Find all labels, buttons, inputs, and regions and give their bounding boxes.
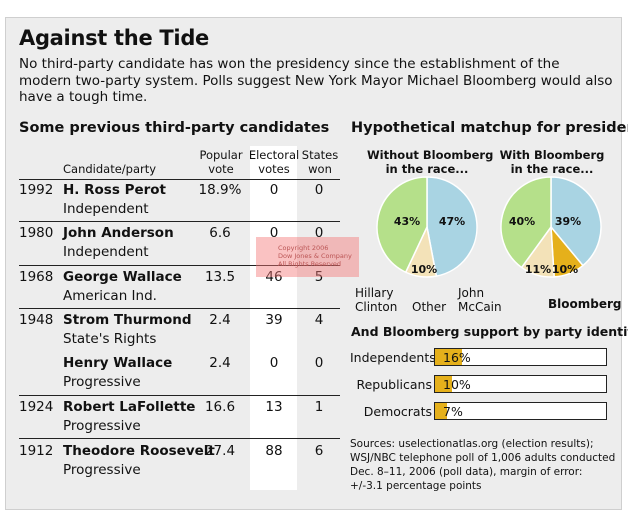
pie-with-label-bloomberg: 10%: [552, 263, 578, 276]
header-states: States won: [301, 148, 339, 176]
row-popular: 2.4: [209, 355, 231, 371]
row-party: Progressive: [63, 462, 141, 478]
row-year: 1968: [19, 269, 54, 285]
row-party: Progressive: [63, 418, 141, 434]
pie-without-label-other: 10%: [411, 263, 437, 276]
row-states: 0: [314, 355, 324, 371]
legend-other: Other: [412, 300, 447, 314]
pie-without-label-hillary-clinton: 43%: [394, 215, 420, 228]
electoral-column-shade: [250, 146, 297, 490]
row-party: Progressive: [63, 374, 141, 390]
rule-row: [19, 265, 340, 266]
row-electoral: 39: [265, 312, 283, 328]
bar-fill: [435, 349, 463, 365]
pie-without-slice-john-mccain: [426, 176, 478, 277]
row-popular: 18.9%: [198, 182, 242, 198]
bar-value-label: 10%: [443, 377, 471, 392]
rule-row: [19, 395, 340, 396]
row-party: Independent: [63, 201, 149, 217]
pie-without-label-john-mccain: 47%: [439, 215, 465, 228]
watermark-text: Copyright 2006 Dow Jones & Company All Rig…: [278, 244, 352, 268]
legend-bloomberg: Bloomberg: [548, 297, 622, 311]
bar-value-label: 16%: [443, 350, 471, 365]
copyright-watermark: [256, 237, 359, 277]
bar-category: Republicans: [356, 377, 432, 392]
row-name: Strom Thurmond: [63, 312, 192, 328]
row-year: 1980: [19, 225, 54, 241]
row-popular: 27.4: [204, 443, 236, 459]
bar-fill: [435, 403, 447, 419]
row-name: John Anderson: [63, 225, 174, 241]
row-popular: 2.4: [209, 312, 231, 328]
pie2-title: With Bloomberg in the race...: [499, 148, 605, 176]
legend-mccain: John McCain: [458, 286, 502, 314]
rule-row: [19, 221, 340, 222]
row-popular: 16.6: [204, 399, 236, 415]
bar-track: 16%: [434, 348, 607, 366]
row-name: Robert LaFollette: [63, 399, 196, 415]
rule-row: [19, 308, 340, 309]
row-year: 1912: [19, 443, 54, 459]
row-states: 6: [314, 443, 324, 459]
sources-note: Sources: uselectionatlas.org (election r…: [350, 438, 616, 492]
row-electoral: 0: [269, 225, 279, 241]
pie-with-label-hillary-clinton: 40%: [509, 215, 535, 228]
bar-value-label: 7%: [443, 404, 463, 419]
pie-with-label-other: 11%: [525, 263, 551, 276]
row-electoral: 46: [265, 269, 283, 285]
row-states: 0: [314, 182, 324, 198]
pie-with-slice-john-mccain: [550, 176, 602, 267]
row-name: Theodore Roosevelt: [63, 443, 215, 459]
bar-fill: [435, 376, 453, 392]
row-electoral: 0: [269, 182, 279, 198]
bar-chart-title: And Bloomberg support by party identity: [351, 324, 628, 339]
header-electoral: Electoral votes: [248, 148, 300, 176]
table-heading: Some previous third-party candidates: [19, 120, 330, 136]
bar-category: Democrats: [363, 404, 432, 419]
row-electoral: 13: [265, 399, 283, 415]
row-name: George Wallace: [63, 269, 182, 285]
pie-with-label-john-mccain: 39%: [555, 215, 581, 228]
row-party: American Ind.: [63, 288, 157, 304]
row-electoral: 0: [269, 355, 279, 371]
graphic-subtitle: No third-party candidate has won the pre…: [19, 56, 613, 105]
header-candidate: Candidate/party: [63, 162, 157, 176]
bar-category: Independents: [350, 350, 436, 365]
row-states: 5: [314, 269, 324, 285]
row-year: 1924: [19, 399, 54, 415]
pie-with-slice-hillary-clinton: [500, 176, 552, 269]
pie1-title: Without Bloomberg in the race...: [367, 148, 494, 176]
rule-row: [19, 438, 340, 439]
matchup-heading: Hypothetical matchup for president: [351, 120, 628, 136]
graphic-title: Against the Tide: [19, 26, 209, 50]
bar-track: 7%: [434, 402, 607, 420]
row-states: 0: [314, 225, 324, 241]
row-popular: 6.6: [209, 225, 231, 241]
row-year: 1948: [19, 312, 54, 328]
bar-track: 10%: [434, 375, 607, 393]
row-electoral: 88: [265, 443, 283, 459]
row-states: 1: [314, 399, 324, 415]
row-party: State's Rights: [63, 331, 157, 347]
row-name: Henry Wallace: [63, 355, 173, 371]
row-popular: 13.5: [204, 269, 236, 285]
rule-header: [19, 179, 340, 180]
row-name: H. Ross Perot: [63, 182, 167, 198]
header-popular: Popular vote: [199, 148, 243, 176]
row-states: 4: [314, 312, 324, 328]
legend-clinton: Hillary Clinton: [355, 286, 398, 314]
pie-without-slice-hillary-clinton: [376, 176, 428, 274]
row-party: Independent: [63, 244, 149, 260]
row-year: 1992: [19, 182, 54, 198]
